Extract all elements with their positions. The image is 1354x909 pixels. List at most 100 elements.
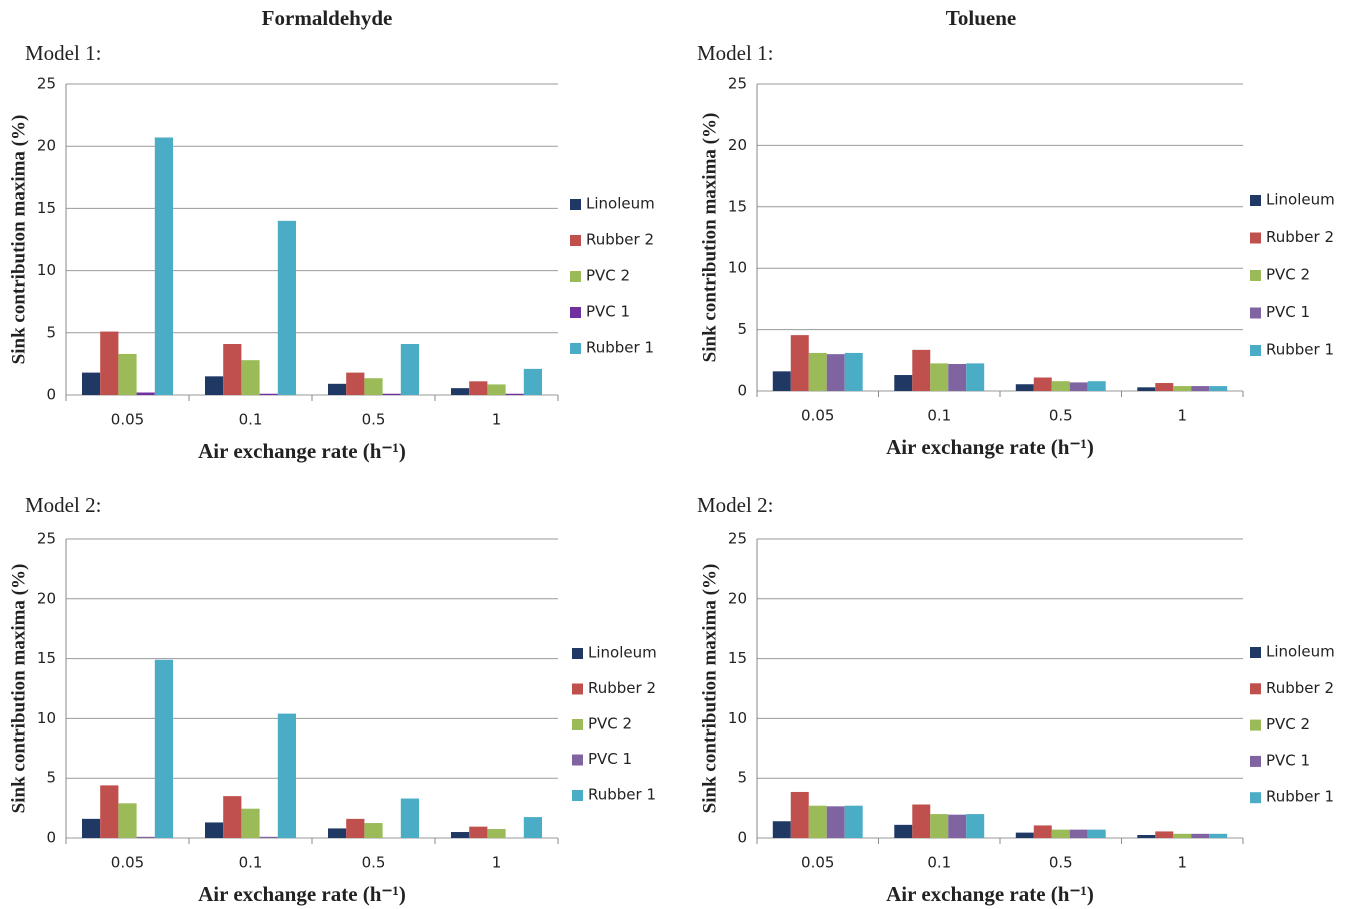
y-tick-label: 5 [46,769,56,787]
bar [364,378,383,395]
bar [81,818,101,838]
bar [826,806,845,838]
bar [808,805,827,838]
subtitle: Model 2: [697,493,773,517]
legend-swatch [1250,719,1261,731]
legend-label: PVC 2 [1266,715,1310,733]
x-axis-label: Air exchange rate (h⁻¹) [198,439,406,463]
bar [844,805,863,838]
subtitle: Model 1: [697,41,773,65]
bar [154,137,174,395]
y-tick-label: 0 [737,829,747,847]
bar [223,796,242,838]
bar [241,808,260,838]
x-axis-label: Air exchange rate (h⁻¹) [886,882,1094,906]
bar [277,713,297,838]
subtitle: Model 2: [25,493,101,517]
bar [790,791,809,838]
legend-label: Linoleum [588,644,657,662]
legend-swatch [572,754,583,766]
bar [1033,825,1052,838]
bar [487,384,506,395]
bar [826,354,845,391]
bar [808,352,827,391]
bar [1155,383,1174,391]
legend-swatch [570,199,581,210]
y-tick-label: 20 [37,137,56,155]
bar [1191,833,1210,838]
legend-swatch [570,343,581,354]
y-tick-label: 5 [737,320,747,338]
y-tick-label: 15 [37,199,56,217]
bar [930,363,949,391]
y-tick-label: 15 [728,197,747,215]
bar [1137,387,1156,391]
bar [154,659,174,838]
bar [1191,386,1210,391]
bar [259,393,278,395]
y-tick-label: 20 [728,589,747,607]
bar [1209,386,1228,391]
y-tick-label: 25 [728,75,747,93]
legend-swatch [572,790,583,801]
y-tick-label: 25 [728,530,747,548]
bar [346,818,365,838]
bar [1137,835,1156,838]
bar [523,368,543,395]
column-title: Formaldehyde [262,6,393,30]
bar [772,371,791,391]
legend-label: PVC 1 [1266,303,1310,321]
y-axis-label: Sink contribution maxima (%) [699,113,720,363]
bar [1173,833,1192,838]
legend-swatch [1250,792,1261,804]
bar [912,349,931,391]
legend-swatch [572,719,583,730]
y-axis-label: Sink contribution maxima (%) [699,564,720,814]
x-tick-label: 0.5 [1049,407,1073,425]
bar [772,821,791,838]
x-tick-label: 0.5 [362,411,386,429]
bar [364,823,383,838]
x-tick-label: 1 [1177,407,1187,425]
y-tick-label: 5 [46,323,56,341]
bar [1087,381,1106,391]
bar [204,822,224,838]
x-tick-label: 0.5 [362,854,386,872]
bar [1209,833,1228,838]
bar [1069,382,1088,391]
x-axis-label: Air exchange rate (h⁻¹) [198,882,406,906]
bar [930,814,949,838]
x-tick-label: 0.1 [927,854,951,872]
legend-label: Linoleum [586,195,655,213]
legend-label: Rubber 2 [1266,228,1334,246]
bar [277,220,297,395]
legend-label: Rubber 2 [1266,679,1334,697]
legend-swatch [570,235,581,246]
bar [912,804,931,838]
legend-label: Rubber 2 [586,231,654,249]
x-tick-label: 1 [492,411,502,429]
x-tick-label: 0.05 [111,854,144,872]
legend-label: Linoleum [1266,643,1335,661]
legend-swatch [1250,755,1261,767]
bar [400,343,420,395]
legend-swatch [572,683,583,695]
legend-swatch [572,648,583,659]
bar [1173,386,1192,391]
bar [1087,829,1106,838]
legend-label: Rubber 1 [588,786,656,804]
legend-label: PVC 2 [1266,266,1310,284]
bar [894,824,913,838]
x-tick-label: 0.05 [801,407,834,425]
column-title: Toluene [946,6,1016,30]
bar [1051,829,1070,838]
y-tick-label: 25 [37,530,56,548]
y-tick-label: 15 [728,649,747,667]
legend-label: Rubber 1 [586,339,654,357]
subtitle: Model 1: [25,41,101,65]
x-tick-label: 0.1 [239,411,263,429]
legend-label: Rubber 1 [1266,341,1334,359]
x-axis-label: Air exchange rate (h⁻¹) [886,435,1094,459]
y-tick-label: 0 [737,382,747,400]
bar [966,814,985,838]
